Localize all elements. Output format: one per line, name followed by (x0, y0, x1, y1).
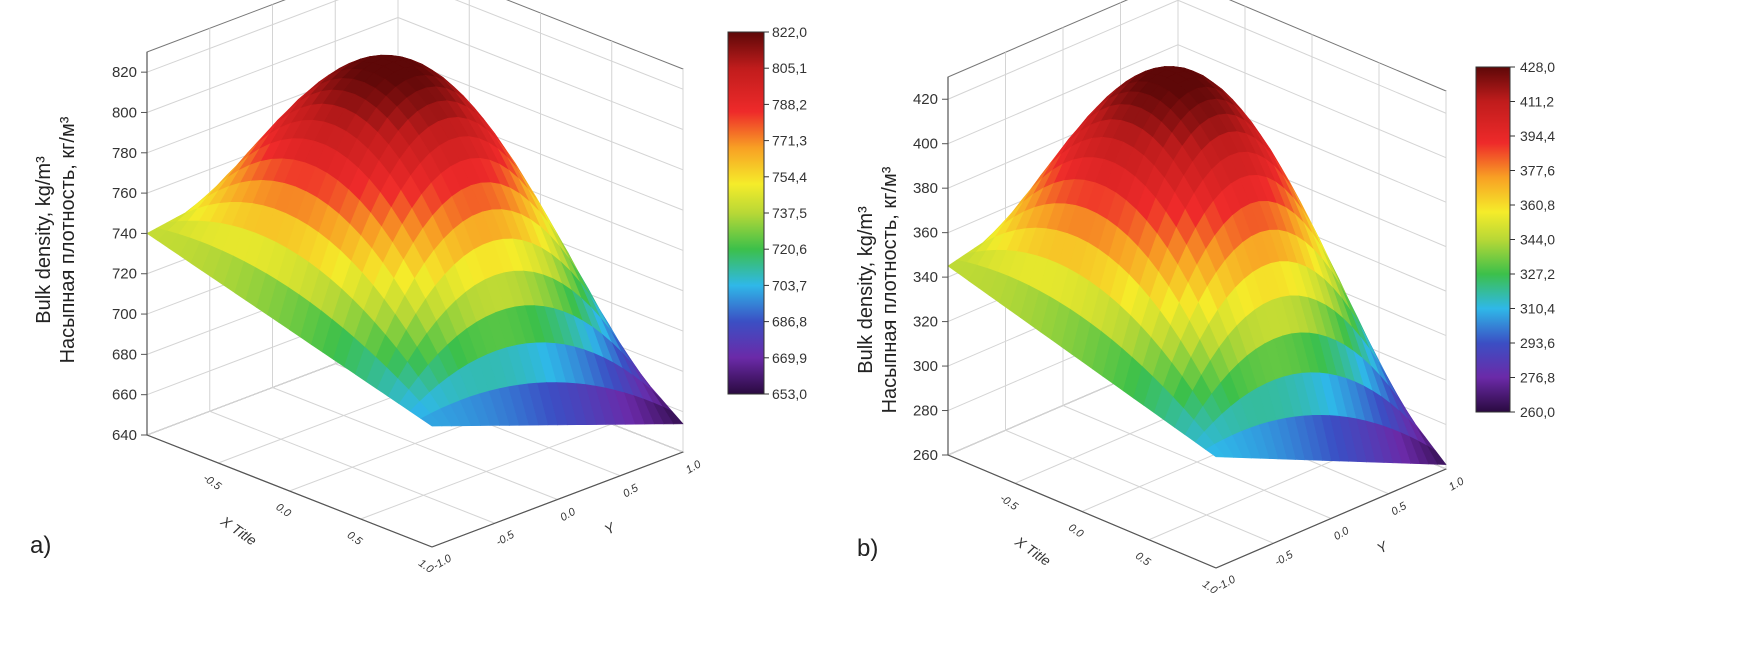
colorbar-tick-label: 344,0 (1520, 232, 1555, 248)
colorbar: 428,0 411,2 394,4 377,6 360,8 344,0 327,2 310,4… (1475, 59, 1555, 420)
x-tick-label: -0.5 (201, 472, 224, 493)
colorbar-tick-label: 310,4 (1520, 301, 1555, 317)
panel-label: b) (857, 535, 878, 562)
z-tick-label: 340 (913, 269, 938, 286)
colorbar-tick-label: 822,0 (772, 24, 807, 40)
z-tick-label: 780 (112, 145, 137, 162)
y-axis-title: Y (602, 518, 620, 537)
x-tick-label: 0.5 (1133, 550, 1153, 569)
z-tick-label: 420 (913, 91, 938, 108)
x-axis-title: X Title (217, 512, 260, 548)
z-tick-label: 820 (112, 64, 137, 81)
z-tick-label: 280 (913, 403, 938, 420)
colorbar-tick-label: 737,5 (772, 205, 807, 221)
colorbar-tick-label: 377,6 (1520, 163, 1555, 179)
z-axis-title: Bulk density, kg/m³ Насыпная плотность, к… (855, 166, 901, 413)
z-tick-label: 320 (913, 314, 938, 331)
z-tick-label: 380 (913, 180, 938, 197)
surface-plot-b: 260 280 300 320 340 360 380 400 420 -0.5 0.0 0.5 1.0… (855, 0, 1555, 597)
z-tick-label: 260 (913, 447, 938, 464)
colorbar-tick-label: 720,6 (772, 241, 807, 257)
colorbar-gradient (1475, 66, 1511, 413)
z-tick-label: 360 (913, 225, 938, 242)
surface-patch (420, 413, 443, 427)
z-tick-label: 700 (112, 306, 137, 323)
colorbar-tick-label: 703,7 (772, 277, 807, 293)
y-tick-label: -1.0 (1215, 573, 1238, 593)
z-tick-label: 740 (112, 225, 137, 242)
colorbar-tick-label: 669,9 (772, 350, 807, 366)
x-tick-label: -0.5 (998, 492, 1021, 513)
x-axis-title: X Title (1011, 533, 1054, 569)
colorbar-tick-label: 805,1 (772, 60, 807, 76)
surface-mesh (146, 54, 684, 427)
y-tick-label: -0.5 (1273, 548, 1296, 568)
surface-patch (1205, 444, 1226, 458)
z-tick-label: 400 (913, 136, 938, 153)
colorbar-tick-label: 788,2 (772, 96, 807, 112)
z-tick-label: 660 (112, 387, 137, 404)
colorbar-tick-label: 327,2 (1520, 266, 1555, 282)
surface-mesh (947, 66, 1447, 465)
colorbar-tick-label: 686,8 (772, 314, 807, 330)
colorbar-tick-label: 293,6 (1520, 335, 1555, 351)
z-tick-label: 760 (112, 185, 137, 202)
y-axis-title: Y (1374, 537, 1392, 556)
z-tick-label: 300 (913, 358, 938, 375)
y-tick-label: 0.5 (621, 482, 641, 500)
colorbar-tick-label: 771,3 (772, 133, 807, 149)
colorbar-gradient (727, 31, 765, 395)
z-tick-label: 680 (112, 346, 137, 363)
colorbar-tick-label: 411,2 (1520, 94, 1554, 110)
x-tick-label: 0.0 (1066, 522, 1086, 541)
x-tick-label: 0.5 (345, 529, 365, 548)
y-tick-label: -1.0 (431, 552, 454, 572)
colorbar-tick-label: 260,0 (1520, 404, 1555, 420)
colorbar-tick-label: 653,0 (772, 386, 807, 402)
colorbar-tick-label: 428,0 (1520, 59, 1555, 75)
colorbar-tick-label: 360,8 (1520, 197, 1555, 213)
y-tick-label: -0.5 (494, 528, 517, 548)
colorbar-tick-label: 754,4 (772, 169, 807, 185)
y-tick-label: 1.0 (684, 458, 704, 476)
colorbar-tick-label: 394,4 (1520, 128, 1555, 144)
colorbar: 822,0 805,1 788,2 771,3 754,4 737,5 720,6 703,7… (727, 24, 807, 402)
y-tick-label: 0.0 (1332, 524, 1352, 542)
z-tick-label: 800 (112, 104, 137, 121)
y-tick-label: 0.0 (558, 505, 578, 523)
z-tick-label: 640 (112, 427, 137, 444)
panel-label: a) (30, 532, 51, 559)
y-tick-label: 0.5 (1389, 500, 1409, 518)
surface-plot-a: 640 660 680 700 720 740 760 780 800 820 -0.5 0.0 0.5… (30, 0, 807, 576)
x-tick-label: 0.0 (274, 501, 294, 520)
y-tick-label: 1.0 (1447, 475, 1467, 493)
colorbar-tick-label: 276,8 (1520, 370, 1555, 386)
z-tick-label: 720 (112, 266, 137, 283)
z-axis-title: Bulk density, kg/m³ Насыпная плотность, к… (33, 116, 79, 363)
